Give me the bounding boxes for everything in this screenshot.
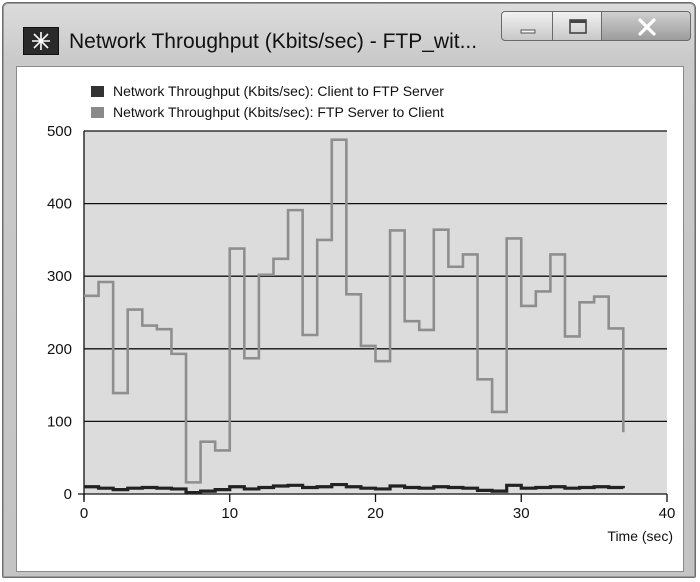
legend-label: Network Throughput (Kbits/sec): FTP Serv… xyxy=(113,104,444,120)
y-tick-label: 200 xyxy=(47,341,72,358)
y-tick-label: 0 xyxy=(64,486,72,503)
title-bar[interactable]: Network Throughput (Kbits/sec) - FTP_wit… xyxy=(3,3,695,65)
x-tick-label: 30 xyxy=(513,505,530,522)
x-tick-label: 20 xyxy=(367,505,384,522)
legend-swatch xyxy=(91,107,104,118)
y-tick-label: 500 xyxy=(47,123,72,140)
legend-swatch xyxy=(91,86,104,97)
series-client-to-server-line xyxy=(84,482,625,495)
legend-label: Network Throughput (Kbits/sec): Client t… xyxy=(113,83,444,99)
x-axis-label: Time (sec) xyxy=(607,528,673,544)
close-button[interactable] xyxy=(601,11,691,41)
close-icon xyxy=(638,18,656,36)
x-tick-label: 40 xyxy=(659,505,676,522)
y-tick-label: 100 xyxy=(47,413,72,430)
series-server-to-client-line xyxy=(84,138,625,484)
minimize-icon xyxy=(520,29,536,34)
plot-background xyxy=(84,131,667,494)
y-tick-label: 400 xyxy=(47,196,72,213)
minimize-button[interactable] xyxy=(501,11,553,41)
window-title: Network Throughput (Kbits/sec) - FTP_wit… xyxy=(69,30,478,53)
x-tick-label: 0 xyxy=(80,505,88,522)
y-tick-label: 300 xyxy=(47,268,72,285)
app-icon xyxy=(23,27,59,55)
throughput-chart: 0 100 200 300 400 500 0 10 20 30 40 Time (sec) xyxy=(47,123,676,544)
maximize-icon xyxy=(569,19,587,34)
x-tick-label: 10 xyxy=(221,505,238,522)
maximize-button[interactable] xyxy=(552,11,602,41)
chart-area: Network Throughput (Kbits/sec): Client t… xyxy=(16,66,684,572)
